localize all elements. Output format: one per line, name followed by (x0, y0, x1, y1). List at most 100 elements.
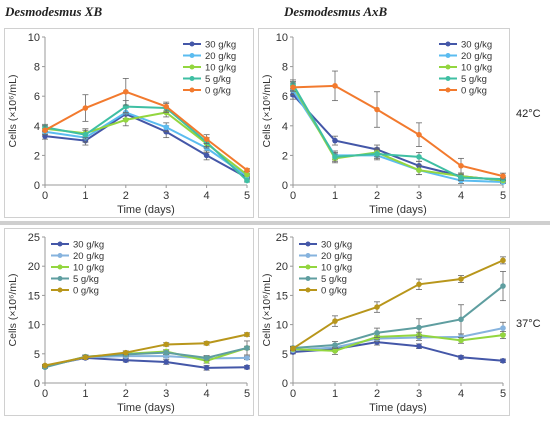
data-point (244, 364, 250, 371)
data-point (500, 173, 506, 179)
x-axis-label: Time (days) (117, 402, 175, 414)
data-point (82, 131, 89, 138)
data-point (244, 345, 250, 351)
y-axis-label: Cells (×10⁶/mL) (7, 274, 19, 347)
data-point (458, 316, 464, 323)
x-tick-label: 5 (500, 190, 506, 202)
x-tick-label: 2 (374, 388, 380, 400)
y-tick-label: 10 (276, 320, 288, 332)
legend-label: 30 g/kg (321, 240, 352, 251)
y-tick-label: 8 (282, 62, 288, 74)
data-point (123, 117, 129, 123)
legend-label: 0 g/kg (461, 86, 487, 97)
data-point (416, 343, 422, 350)
data-point (332, 348, 338, 354)
x-tick-label: 4 (204, 190, 210, 202)
x-tick-label: 5 (244, 388, 250, 400)
series-line (292, 259, 504, 350)
series-line (292, 327, 504, 352)
data-point (458, 354, 464, 361)
data-point (458, 174, 464, 181)
data-point (458, 276, 464, 282)
series-line (44, 90, 248, 171)
y-tick-label: 0 (34, 378, 40, 390)
legend-swatch-marker (445, 76, 451, 81)
y-tick-label: 0 (34, 180, 40, 192)
section-divider (0, 221, 550, 225)
data-point (244, 167, 250, 173)
data-point (163, 359, 169, 365)
data-point (123, 88, 129, 95)
x-tick-label: 3 (416, 388, 422, 400)
series-line (292, 84, 504, 178)
x-tick-label: 4 (204, 388, 210, 400)
series-20-g-kg (290, 321, 506, 354)
data-point (290, 345, 296, 352)
legend-swatch-marker (445, 53, 451, 58)
legend-swatch-marker (57, 276, 63, 281)
series-20-g-kg (42, 106, 250, 179)
x-tick-label: 0 (42, 388, 48, 400)
data-point (203, 152, 210, 159)
data-point (244, 177, 250, 184)
data-point (203, 355, 210, 361)
legend-label: 20 g/kg (321, 251, 352, 262)
y-tick-label: 10 (28, 32, 40, 44)
y-tick-label: 6 (34, 91, 40, 103)
x-tick-label: 1 (82, 388, 88, 400)
series-line (44, 347, 248, 368)
legend-swatch-marker (189, 41, 195, 47)
legend-label: 0 g/kg (321, 286, 347, 297)
chart-top-left: 0 2 4 6 8 10 0 1 2 3 4 5 Time (days) Cells (×10⁶/mL) 3… (7, 32, 250, 216)
data-point (416, 131, 422, 138)
chart-top-right: 0 2 4 6 8 10 0 1 2 3 4 5 Time (days) Cells (×10⁶/mL) 3… (261, 32, 506, 216)
y-tick-label: 20 (28, 261, 40, 273)
x-tick-label: 1 (332, 388, 338, 400)
legend-swatch-marker (305, 253, 311, 258)
legend-label: 20 g/kg (205, 51, 236, 62)
legend-swatch-marker (305, 287, 311, 293)
legend-label: 5 g/kg (321, 274, 347, 285)
legend-swatch-marker (305, 241, 311, 247)
x-tick-label: 1 (332, 190, 338, 202)
data-point (332, 318, 338, 324)
x-tick-label: 2 (123, 388, 129, 400)
x-tick-label: 1 (82, 190, 88, 202)
legend-label: 5 g/kg (73, 274, 99, 285)
data-point (203, 365, 210, 371)
legend-label: 10 g/kg (73, 263, 104, 274)
y-axis-label: Cells (×10⁶/mL) (7, 75, 19, 148)
x-axis-label: Time (days) (369, 402, 427, 414)
legend-swatch-marker (189, 53, 195, 58)
legend-swatch-marker (305, 264, 311, 270)
data-point (416, 154, 422, 160)
series-line (44, 333, 248, 367)
y-tick-label: 25 (276, 232, 288, 244)
data-point (203, 136, 210, 142)
legend-swatch-marker (305, 276, 311, 281)
data-point (500, 332, 506, 338)
data-point (244, 171, 250, 178)
data-point (416, 167, 422, 173)
data-point (374, 106, 380, 113)
data-point (42, 362, 48, 369)
legend-label: 5 g/kg (461, 74, 487, 85)
legend-swatch-marker (57, 253, 63, 258)
x-tick-label: 5 (244, 190, 250, 202)
x-tick-label: 0 (42, 190, 48, 202)
legend-label: 30 g/kg (205, 40, 236, 51)
data-point (123, 349, 129, 356)
series-0-g-kg (290, 256, 506, 352)
data-point (374, 304, 380, 310)
chart-panel-top-left: 0 2 4 6 8 10 0 1 2 3 4 5 Time (days) Cells (×10⁶/mL) 3… (4, 28, 254, 218)
data-point (500, 358, 506, 364)
x-tick-label: 5 (500, 388, 506, 400)
data-point (244, 355, 250, 361)
y-tick-label: 0 (282, 378, 288, 390)
data-point (332, 137, 338, 144)
y-tick-label: 5 (282, 349, 288, 361)
legend-label: 10 g/kg (205, 63, 236, 74)
x-tick-label: 0 (290, 388, 296, 400)
